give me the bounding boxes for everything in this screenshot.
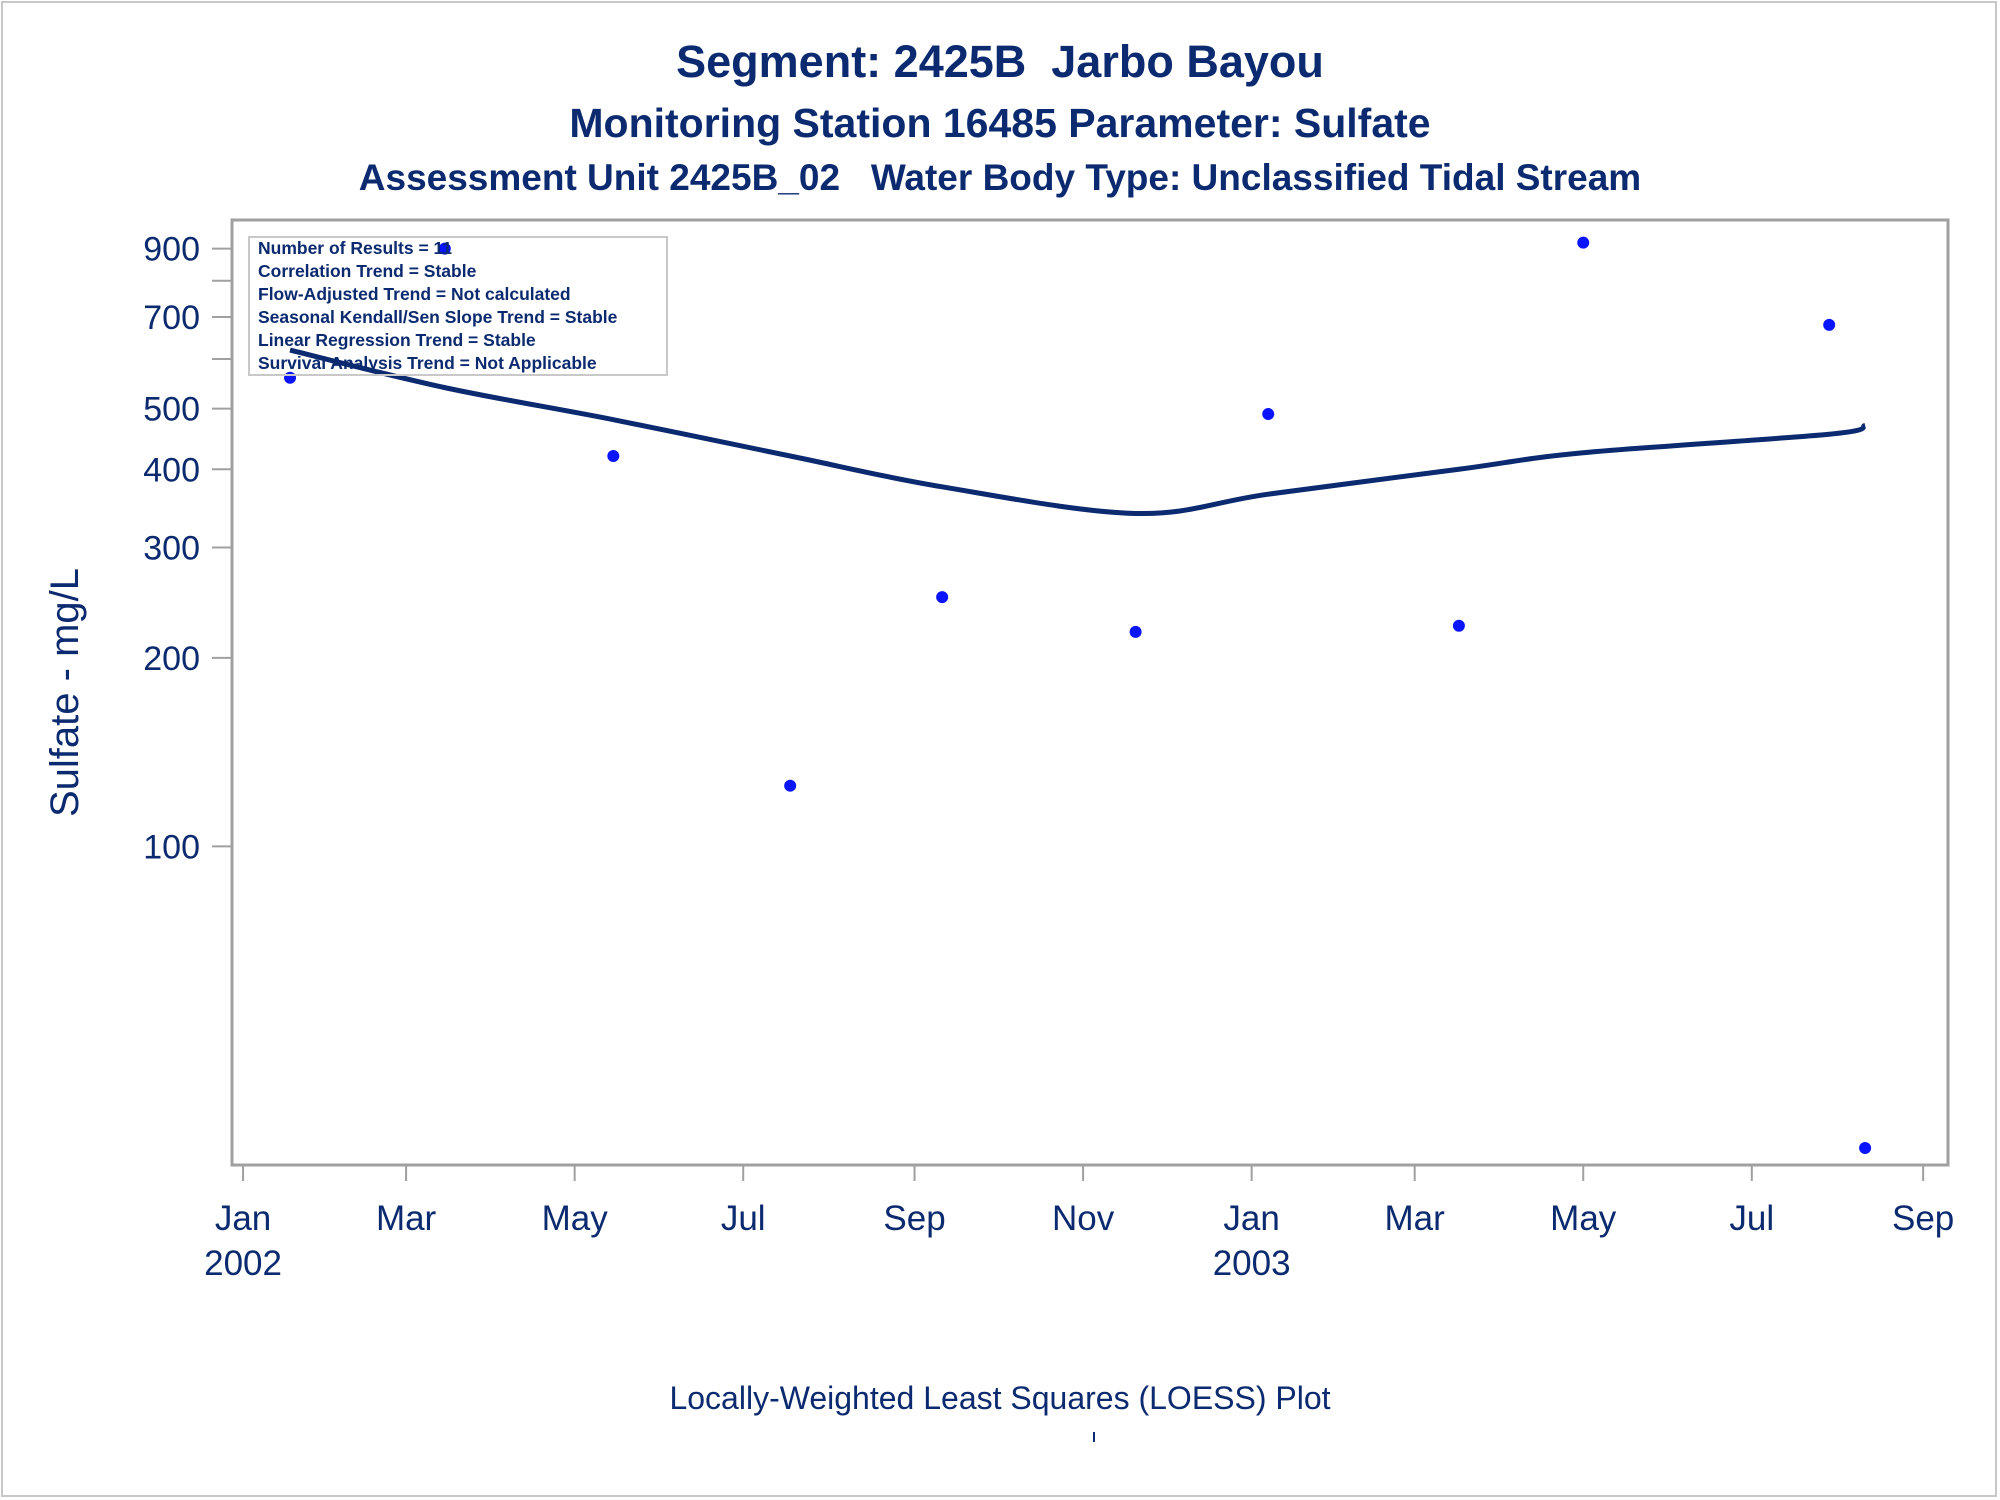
x-tick-label: Jan [215,1199,271,1238]
footnote-mark [1093,1432,1095,1442]
legend-line-survival: Survival Analysis Trend = Not Applicable [258,353,597,373]
y-tick-label: 900 [143,231,200,269]
data-point [1823,318,1836,331]
legend-line-correlation: Correlation Trend = Stable [258,261,477,281]
legend-line-linear-regression: Linear Regression Trend = Stable [258,330,536,350]
data-point [1452,619,1465,632]
y-tick-label: 500 [143,391,200,429]
legend-line-flow-adjusted: Flow-Adjusted Trend = Not calculated [258,284,571,304]
plot-area-frame [230,218,1950,1167]
x-tick-label: Jan [1223,1199,1279,1238]
data-point [1129,625,1142,638]
legend-line-results: Number of Results = 11 [258,238,453,258]
data-point [784,779,797,792]
x-tick-label: Jul [1729,1199,1774,1238]
data-point [936,591,949,604]
x-tick-label: Mar [376,1199,437,1238]
x-tick-label: Sep [883,1199,945,1238]
legend-line-seasonal-kendall: Seasonal Kendall/Sen Slope Trend = Stabl… [258,307,618,327]
x-tick-year-label: 2003 [1213,1244,1291,1283]
y-tick-label: 400 [143,451,200,489]
chart-title: Segment: 2425B Jarbo Bayou [676,36,1324,87]
x-tick-label: Jul [721,1199,766,1238]
data-point [607,449,620,462]
data-point [438,242,451,255]
y-tick-label: 300 [143,530,200,568]
x-tick-label: Nov [1052,1199,1115,1238]
y-tick-label: 200 [143,640,200,678]
chart-subtitle: Monitoring Station 16485 Parameter: Sulf… [569,100,1431,146]
x-tick-year-label: 2002 [204,1244,282,1283]
footnote: Locally-Weighted Least Squares (LOESS) P… [669,1380,1331,1416]
data-point [1859,1141,1872,1154]
x-tick-label: May [542,1199,609,1238]
y-tick-label: 100 [143,828,200,866]
x-tick-label: Sep [1892,1199,1954,1238]
y-tick-label: 700 [143,299,200,337]
stats-legend-box [248,236,668,376]
x-tick-label: Mar [1385,1199,1446,1238]
data-point [1577,236,1590,249]
data-point [1262,408,1275,421]
y-axis-label: Sulfate - mg/L [43,568,87,817]
loess-line [289,347,1867,516]
chart-subtitle-2: Assessment Unit 2425B_02 Water Body Type… [358,157,1642,198]
x-tick-label: May [1550,1199,1617,1238]
